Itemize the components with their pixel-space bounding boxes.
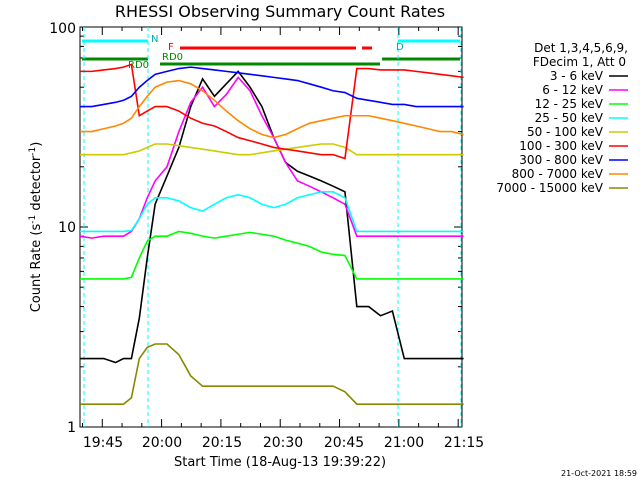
annotation-rd0-mid: RD0 bbox=[162, 52, 183, 63]
series-line-2 bbox=[80, 230, 464, 280]
y-axis-label-sup2: -1 bbox=[28, 147, 38, 156]
x-tick-label-2015: 20:15 bbox=[202, 435, 242, 451]
x-tick-marks bbox=[82, 27, 459, 427]
generation-timestamp: 21-Oct-2021 18:59 bbox=[561, 469, 637, 478]
annotation-n: N bbox=[151, 34, 158, 45]
legend-label-7: 800 - 7000 keV bbox=[512, 167, 604, 181]
series-line-8 bbox=[80, 343, 464, 406]
legend-label-0: 3 - 6 keV bbox=[550, 69, 604, 83]
series-line-4 bbox=[80, 143, 464, 156]
legend-label-6: 300 - 800 keV bbox=[519, 153, 603, 167]
legend: Det 1,3,4,5,6,9, FDecim 1, Att 0 3 - 6 k… bbox=[496, 41, 628, 195]
legend-header-2: FDecim 1, Att 0 bbox=[533, 55, 626, 69]
legend-label-5: 100 - 300 keV bbox=[519, 139, 603, 153]
chart-title: RHESSI Observing Summary Count Rates bbox=[115, 2, 445, 21]
x-tick-label-2115: 21:15 bbox=[444, 435, 484, 451]
legend-label-3: 25 - 50 keV bbox=[535, 111, 604, 125]
y-axis-label: Count Rate (s-1 detector-1) bbox=[28, 142, 44, 313]
annotation-f: F bbox=[168, 42, 174, 53]
y-axis-label-tail: detector bbox=[29, 155, 44, 215]
legend-label-8: 7000 - 15000 keV bbox=[496, 181, 603, 195]
legend-label-4: 50 - 100 keV bbox=[527, 125, 604, 139]
series-line-6 bbox=[80, 66, 464, 108]
annotations: N F RD0 RD0 D bbox=[128, 34, 404, 71]
x-tick-label-2000: 20:00 bbox=[142, 435, 182, 451]
y-tick-label-100: 100 bbox=[49, 21, 76, 37]
x-tick-label-2030: 20:30 bbox=[263, 435, 303, 451]
x-axis: 19:45 20:00 20:15 20:30 20:45 21:00 21:1… bbox=[83, 435, 484, 451]
legend-header-1: Det 1,3,4,5,6,9, bbox=[534, 41, 628, 55]
y-tick-label-1: 1 bbox=[67, 420, 76, 436]
y-axis: 100 10 1 bbox=[49, 21, 76, 436]
y-axis-label-end: ) bbox=[29, 142, 44, 147]
x-tick-label-2045: 20:45 bbox=[324, 435, 364, 451]
series-line-5 bbox=[80, 63, 464, 160]
series-line-3 bbox=[80, 190, 464, 233]
legend-label-2: 12 - 25 keV bbox=[535, 97, 604, 111]
legend-label-1: 6 - 12 keV bbox=[542, 83, 604, 97]
x-tick-label-2100: 21:00 bbox=[384, 435, 424, 451]
x-tick-label-1945: 19:45 bbox=[83, 435, 123, 451]
series-lines bbox=[79, 63, 464, 406]
y-axis-label-sup: -1 bbox=[28, 215, 38, 224]
y-axis-label-main: Count Rate (s bbox=[29, 224, 44, 313]
annotation-d: D bbox=[396, 42, 404, 53]
y-tick-label-10: 10 bbox=[58, 220, 76, 236]
series-line-7 bbox=[80, 79, 464, 139]
series-line-0 bbox=[80, 70, 464, 364]
annotation-rd0-left: RD0 bbox=[128, 60, 149, 71]
state-bars bbox=[82, 27, 462, 427]
x-axis-label: Start Time (18-Aug-13 19:39:22) bbox=[174, 455, 386, 470]
